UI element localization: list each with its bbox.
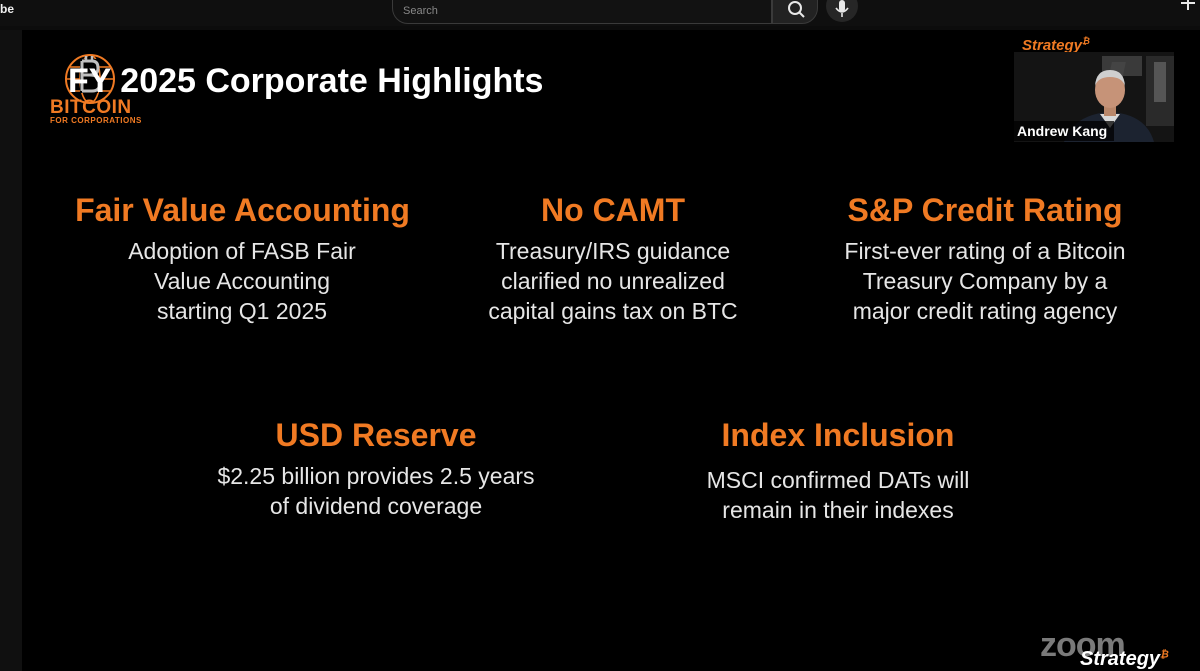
- presenter-name-label: Andrew Kang: [1014, 121, 1114, 141]
- search-input[interactable]: Search: [392, 0, 772, 24]
- voice-search-button[interactable]: [826, 0, 858, 22]
- bitcoin-mark-icon: ₿: [1082, 36, 1090, 46]
- desc-line: First-ever rating of a Bitcoin: [844, 238, 1126, 264]
- highlight-desc-usd-reserve: $2.25 billion provides 2.5 years of divi…: [196, 461, 556, 521]
- strategy-footer-brand: Strategy₿: [1080, 648, 1169, 671]
- slide-title: FY 2025 Corporate Highlights: [68, 62, 544, 100]
- app-name-fragment: be: [0, 2, 15, 16]
- highlight-desc-fair-value: Adoption of FASB Fair Value Accounting s…: [92, 236, 392, 326]
- desc-line: MSCI confirmed DATs will: [706, 467, 970, 493]
- window-left-edge: [0, 30, 22, 671]
- search-icon: [788, 1, 805, 18]
- shared-slide: [22, 30, 1200, 671]
- desc-line: clarified no unrealized: [501, 268, 725, 294]
- logo-subtitle: FOR CORPORATIONS: [50, 116, 142, 125]
- highlight-title-usd-reserve: USD Reserve: [275, 417, 477, 453]
- strategy-footer-text: Strategy: [1080, 648, 1161, 670]
- logo-wordmark: BITCOIN: [50, 97, 132, 118]
- microphone-icon: [835, 0, 849, 17]
- highlight-title-no-camt: No CAMT: [541, 192, 685, 228]
- bitcoin-mark-icon: ₿: [1160, 649, 1169, 661]
- strategy-logo: Strategy₿: [1022, 36, 1090, 54]
- plus-icon: [1181, 0, 1195, 10]
- bitcoin-globe-logo-icon: [65, 54, 115, 104]
- highlight-desc-index-inclusion: MSCI confirmed DATs will remain in their…: [678, 465, 998, 525]
- desc-line: Value Accounting: [153, 268, 331, 294]
- zoom-watermark: zoom: [1040, 626, 1126, 664]
- desc-line: starting Q1 2025: [156, 298, 328, 324]
- create-button[interactable]: [1176, 0, 1200, 20]
- browser-top-bar: be Search: [0, 0, 1200, 26]
- search-button[interactable]: [772, 0, 818, 24]
- search-placeholder: Search: [403, 5, 438, 17]
- highlight-desc-no-camt: Treasury/IRS guidance clarified no unrea…: [463, 236, 763, 326]
- desc-line: of dividend coverage: [269, 493, 483, 519]
- desc-line: major credit rating agency: [852, 298, 1118, 324]
- desc-line: Treasury Company by a: [862, 268, 1108, 294]
- highlight-desc-sp-rating: First-ever rating of a Bitcoin Treasury …: [815, 236, 1155, 326]
- desc-line: remain in their indexes: [722, 497, 954, 523]
- desc-line: capital gains tax on BTC: [488, 298, 738, 324]
- desc-line: Treasury/IRS guidance: [495, 238, 731, 264]
- desc-line: $2.25 billion provides 2.5 years: [217, 463, 535, 489]
- strategy-logo-text: Strategy: [1022, 37, 1083, 54]
- desc-line: Adoption of FASB Fair: [128, 238, 356, 264]
- highlight-title-sp-rating: S&P Credit Rating: [847, 192, 1123, 228]
- highlight-title-fair-value: Fair Value Accounting: [75, 192, 410, 228]
- highlight-title-index-inclusion: Index Inclusion: [721, 417, 955, 453]
